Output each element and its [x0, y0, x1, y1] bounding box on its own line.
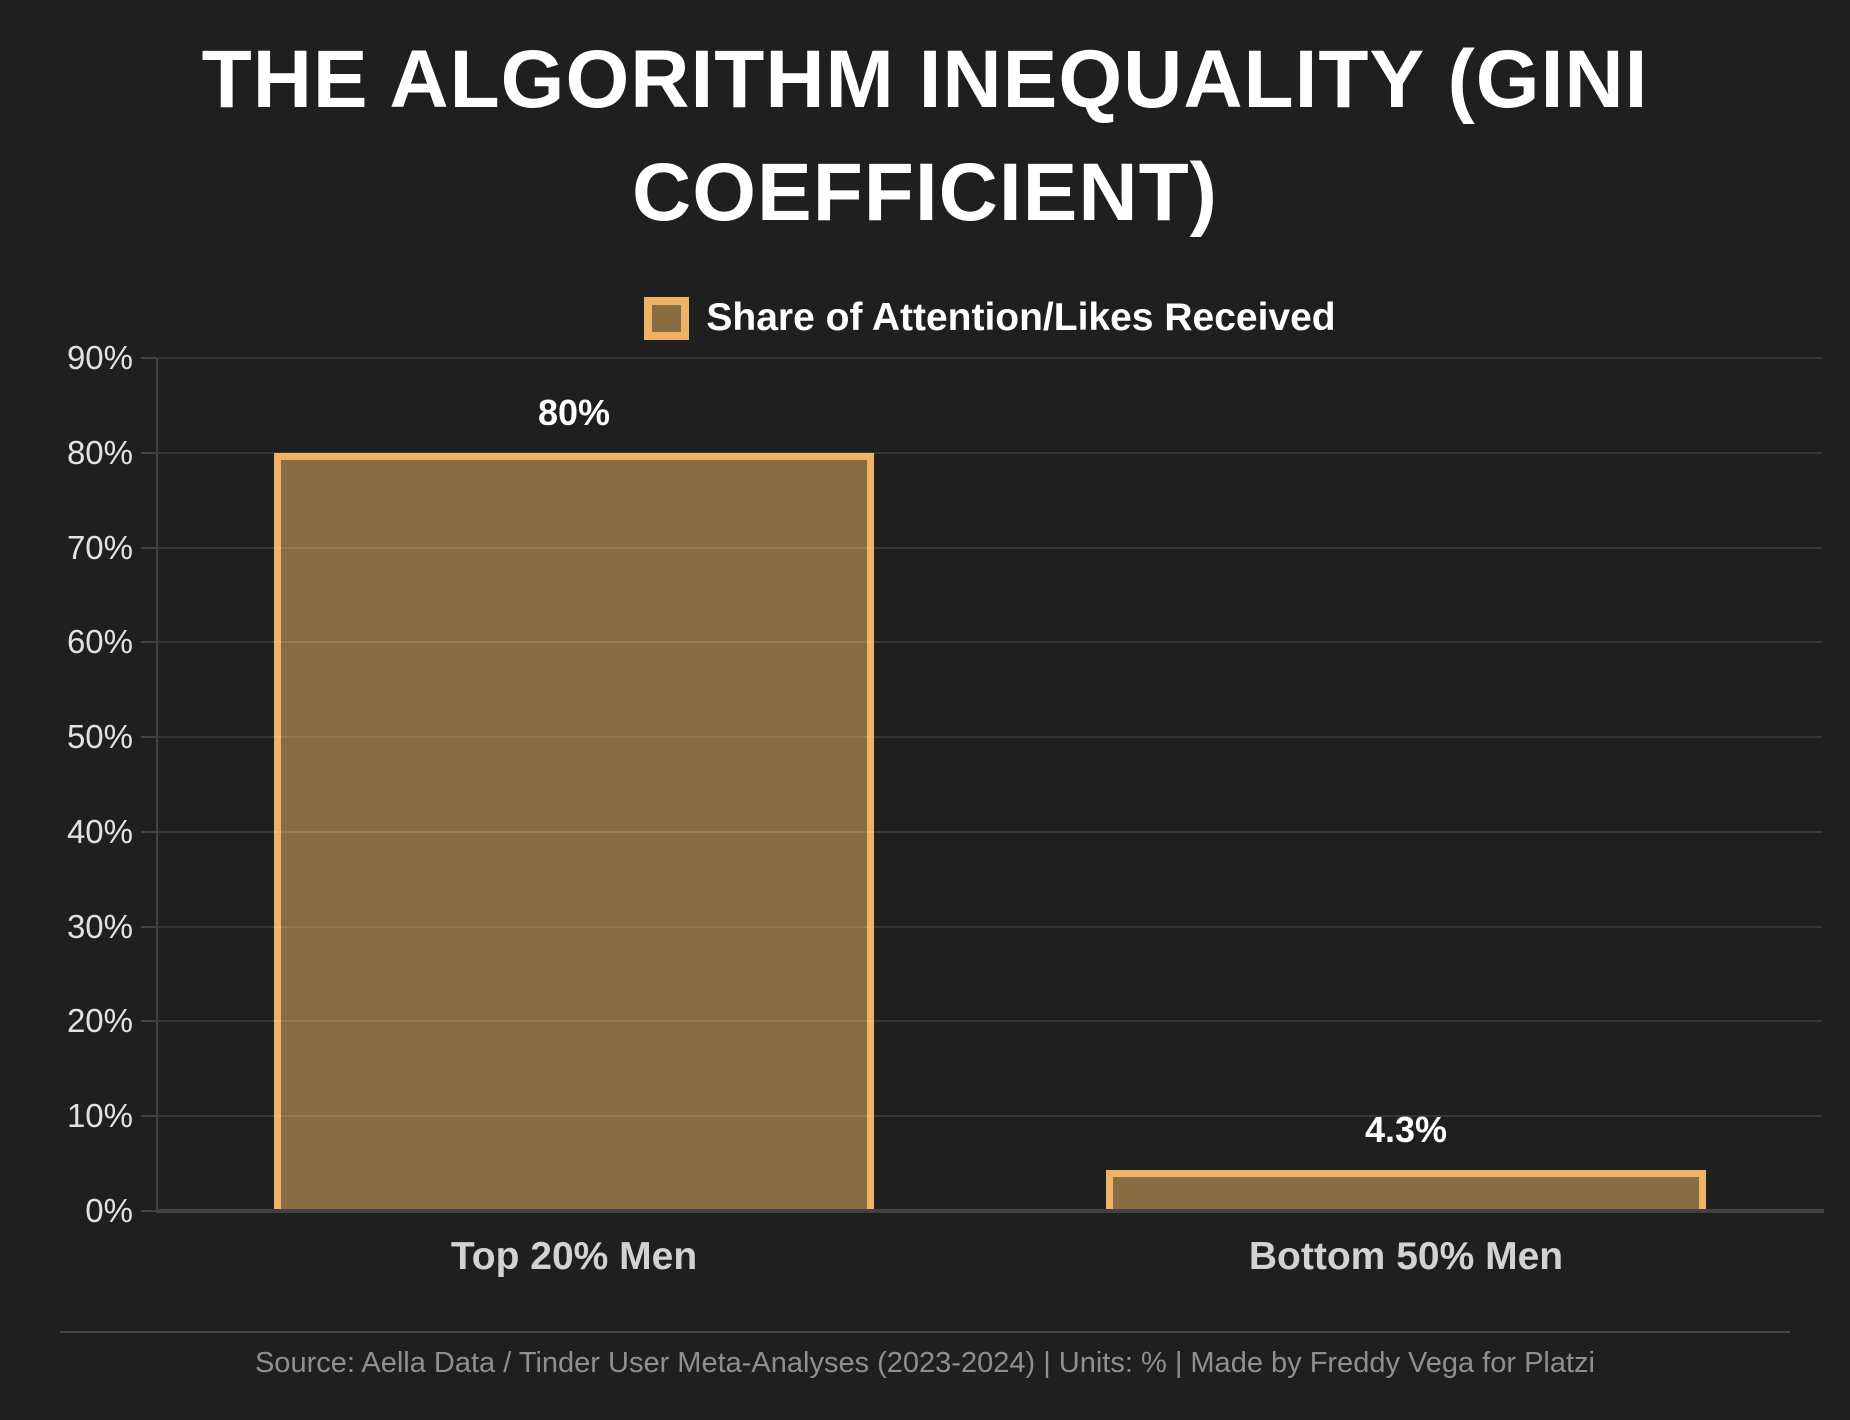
y-tickmark-90 — [141, 357, 157, 359]
plot-area: 80% 4.3% — [158, 357, 1822, 1211]
gridline-90 — [158, 357, 1822, 359]
y-tick-label-50: 50% — [66, 718, 133, 756]
y-tick-label-80: 80% — [66, 433, 133, 471]
y-tick-label-30: 30% — [66, 907, 133, 945]
chart-title: THE ALGORITHM INEQUALITY (GINI COEFFICIE… — [0, 23, 1850, 249]
y-tick-label-10: 10% — [66, 1097, 133, 1135]
y-tickmark-60 — [141, 641, 157, 644]
gridline-60 — [158, 641, 1822, 644]
y-tick-label-90: 90% — [66, 339, 133, 376]
gridline-80 — [158, 451, 1822, 454]
y-tickmark-80 — [141, 451, 157, 454]
chart-title-line2: COEFFICIENT) — [632, 147, 1218, 238]
y-tickmark-50 — [141, 736, 157, 739]
legend-label: Share of Attention/Likes Received — [706, 296, 1336, 339]
value-label-bottom-50-men: 4.3% — [1364, 1109, 1448, 1151]
footer-divider — [60, 1331, 1790, 1333]
chart-title-line1: THE ALGORITHM INEQUALITY (GINI — [201, 34, 1649, 125]
value-label-top-20-men: 80% — [537, 391, 611, 433]
source-caption: Source: Aella Data / Tinder User Meta-An… — [254, 1347, 1596, 1379]
y-tickmark-10 — [141, 1115, 157, 1118]
x-axis-line — [156, 1209, 1824, 1213]
y-tick-label-0: 0% — [85, 1192, 133, 1229]
y-tick-label-70: 70% — [66, 528, 133, 566]
legend-swatch-icon[interactable] — [644, 296, 690, 340]
category-label-bottom-50-men: Bottom 50% Men — [1248, 1235, 1564, 1278]
y-axis-line — [156, 358, 158, 1211]
gridline-70 — [158, 546, 1822, 549]
gridline-40 — [158, 830, 1822, 833]
gridline-50 — [158, 736, 1822, 739]
y-tickmark-30 — [141, 925, 157, 928]
gridline-10 — [158, 1115, 1822, 1118]
gridline-30 — [158, 925, 1822, 928]
bar-bottom-50-men[interactable] — [1106, 1170, 1706, 1211]
y-tick-label-60: 60% — [66, 623, 133, 661]
y-tickmark-0 — [141, 1210, 157, 1212]
category-label-top-20-men: Top 20% Men — [450, 1235, 698, 1278]
bar-top-20-men[interactable] — [274, 452, 874, 1211]
y-tick-label-40: 40% — [66, 812, 133, 850]
gridline-20 — [158, 1020, 1822, 1023]
legend[interactable]: Share of Attention/Likes Received — [158, 296, 1822, 340]
y-tickmark-40 — [141, 830, 157, 833]
y-tick-label-20: 20% — [66, 1002, 133, 1040]
y-tickmark-70 — [141, 546, 157, 549]
y-tickmark-20 — [141, 1020, 157, 1023]
